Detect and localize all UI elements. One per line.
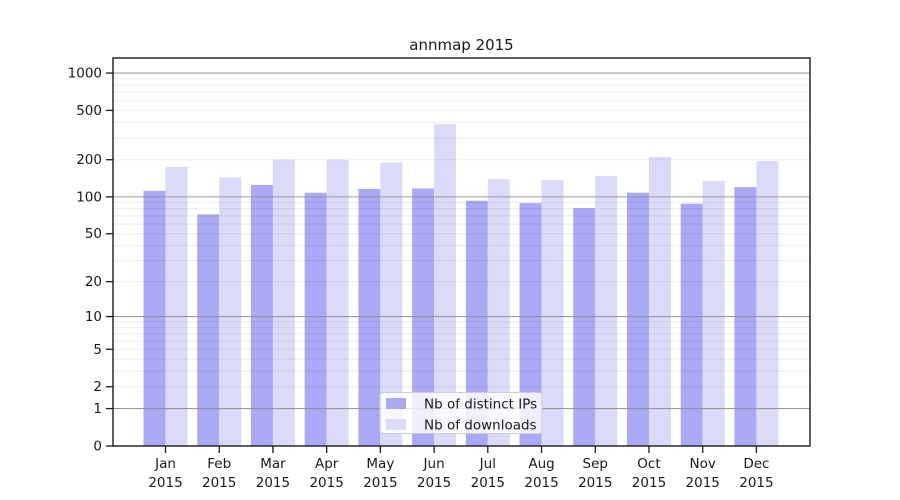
- y-tick-label-5: 5: [93, 342, 102, 358]
- x-tick-label-year-feb: 2015: [202, 475, 236, 491]
- bar-mar-distinct-ips: [250, 184, 273, 446]
- x-tick-label-year-oct: 2015: [632, 475, 666, 491]
- bar-nov-downloads: [702, 180, 725, 446]
- x-tick-label-year-sep: 2015: [578, 475, 612, 491]
- x-tick-label-year-mar: 2015: [256, 475, 290, 491]
- x-tick-label-year-nov: 2015: [686, 475, 720, 491]
- bar-sep-distinct-ips: [573, 208, 596, 446]
- x-tick-label-month-oct: Oct: [637, 456, 660, 472]
- chart-title: annmap 2015: [409, 36, 514, 54]
- legend: [379, 392, 543, 434]
- x-tick-label-month-jun: Jun: [423, 456, 445, 472]
- x-tick-label-year-apr: 2015: [309, 475, 343, 491]
- x-tick-label-month-jan: Jan: [154, 456, 176, 472]
- bar-jan-downloads: [165, 166, 188, 446]
- bar-nov-distinct-ips: [680, 203, 703, 446]
- x-tick-label-month-mar: Mar: [260, 456, 286, 472]
- bar-jun-distinct-ips: [412, 188, 435, 446]
- bar-jul-downloads: [487, 179, 510, 447]
- bar-mar-downloads: [272, 159, 295, 447]
- bar-may-downloads: [380, 162, 403, 446]
- bar-sep-downloads: [595, 175, 618, 447]
- x-tick-label-month-apr: Apr: [315, 456, 339, 472]
- plot-area-border: [112, 57, 811, 447]
- x-tick-label-year-dec: 2015: [739, 475, 773, 491]
- bar-apr-distinct-ips: [304, 192, 327, 446]
- x-tick-label-month-may: May: [366, 456, 394, 472]
- bar-feb-downloads: [219, 177, 242, 446]
- y-tick-label-10: 10: [85, 309, 102, 325]
- y-tick-label-20: 20: [85, 274, 102, 290]
- bar-aug-distinct-ips: [519, 203, 542, 446]
- bar-oct-distinct-ips: [626, 192, 649, 446]
- x-tick-label-year-jan: 2015: [148, 475, 182, 491]
- bar-jul-distinct-ips: [465, 200, 488, 446]
- bar-apr-downloads: [326, 159, 349, 447]
- y-tick-label-500: 500: [76, 103, 102, 119]
- bar-oct-downloads: [648, 156, 671, 446]
- bar-dec-downloads: [756, 161, 779, 446]
- y-tick-label-2: 2: [93, 379, 102, 395]
- x-tick-label-month-sep: Sep: [583, 456, 608, 472]
- legend-label-downloads: Nb of downloads: [424, 418, 537, 434]
- y-tick-label-50: 50: [85, 226, 102, 242]
- y-tick-label-1000: 1000: [68, 66, 102, 82]
- x-tick-label-month-feb: Feb: [207, 456, 231, 472]
- bar-aug-downloads: [541, 180, 564, 446]
- x-tick-label-month-aug: Aug: [528, 456, 554, 472]
- x-tick-label-year-jun: 2015: [417, 475, 451, 491]
- y-tick-label-200: 200: [76, 152, 102, 168]
- x-tick-label-year-may: 2015: [363, 475, 397, 491]
- legend-swatch-distinct-ips: [386, 398, 406, 409]
- legend-label-distinct-ips: Nb of distinct IPs: [424, 397, 537, 413]
- x-tick-label-month-nov: Nov: [690, 456, 716, 472]
- y-tick-label-0: 0: [93, 439, 102, 455]
- x-tick-label-year-jul: 2015: [471, 475, 505, 491]
- x-tick-label-year-aug: 2015: [524, 475, 558, 491]
- bar-jun-downloads: [434, 124, 457, 446]
- legend-swatch-downloads: [386, 419, 406, 430]
- y-tick-label-1: 1: [93, 401, 102, 417]
- x-tick-label-month-dec: Dec: [743, 456, 769, 472]
- bar-jan-distinct-ips: [143, 190, 166, 446]
- bar-feb-distinct-ips: [197, 214, 220, 446]
- x-tick-label-month-jul: Jul: [479, 456, 496, 472]
- bar-may-distinct-ips: [358, 188, 381, 446]
- y-tick-label-100: 100: [76, 189, 102, 205]
